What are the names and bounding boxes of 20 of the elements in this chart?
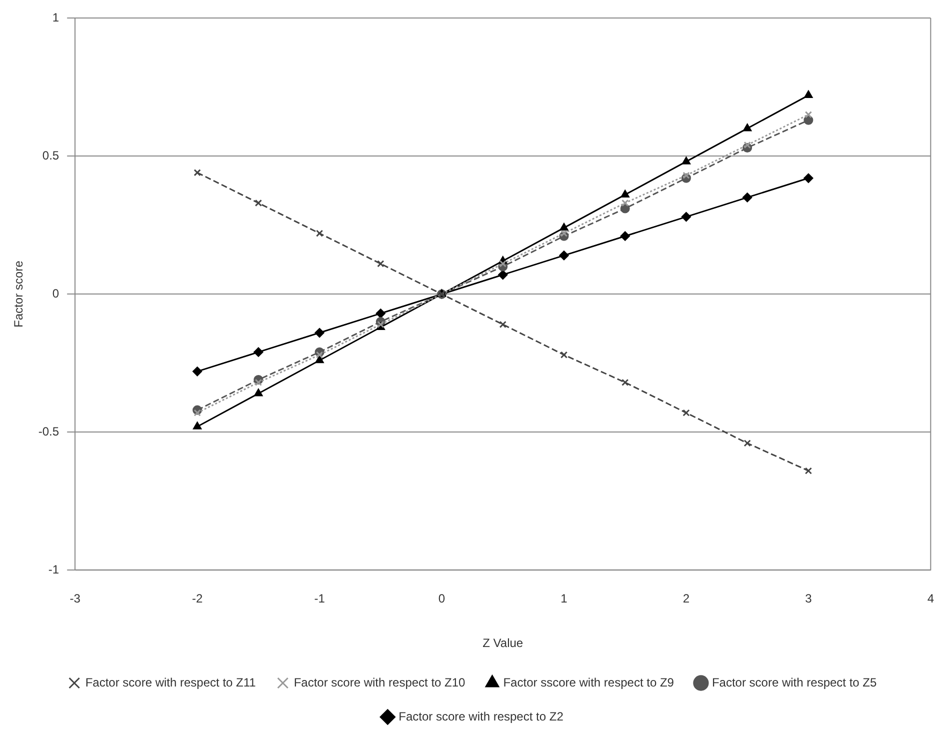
x-tick-label: -2 [192,592,203,606]
y-tick-label: 0 [52,286,60,300]
legend-label: Factor sscore with respect to Z9 [503,675,674,690]
legend-label: Factor score with respect to Z5 [712,675,878,690]
x-tick-label: -3 [70,592,81,606]
x-tick-label: 3 [805,592,812,606]
x-tick-label: 1 [560,592,568,606]
x-tick-label: 0 [438,592,446,606]
legend-label: Factor score with respect to Z10 [294,675,466,690]
y-axis-title: Factor score [12,260,26,328]
y-tick-label: 0.5 [42,148,60,162]
y-tick-label: -1 [48,562,60,577]
legend-label: Factor score with respect to Z2 [398,709,564,724]
y-tick-label: -0.5 [38,424,60,438]
legend-label: Factor score with respect to Z11 [85,675,256,690]
x-tick-label: 4 [927,592,934,606]
x-tick-label: 2 [682,592,690,606]
x-tick-label: -1 [314,592,326,606]
x-axis-title: Z Value [482,636,524,650]
y-tick-label: 1 [52,10,60,24]
